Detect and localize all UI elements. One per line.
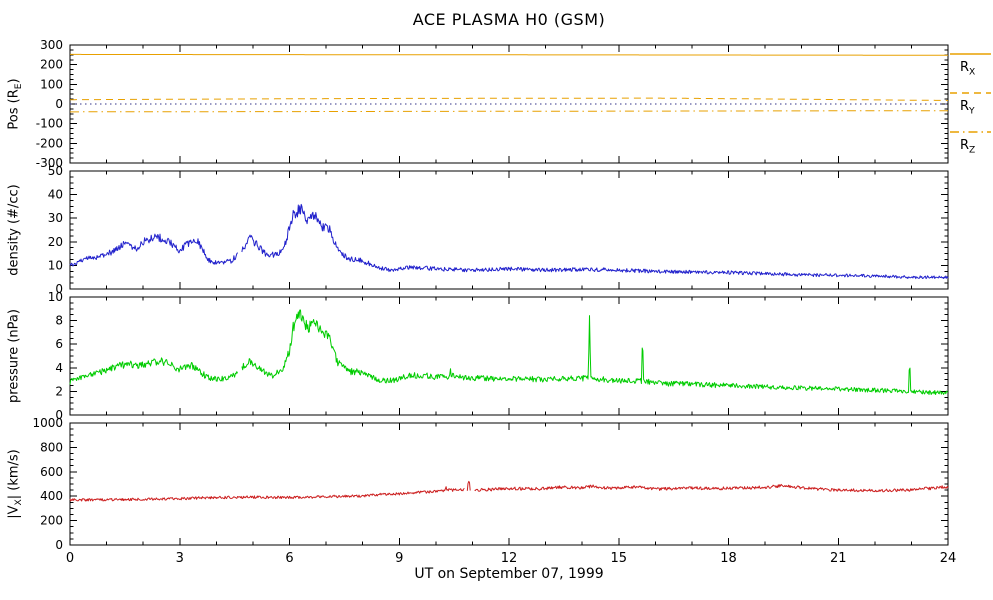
svg-text:0: 0 [55,408,63,422]
series-vx-magnitude [69,486,465,502]
svg-text:0: 0 [55,97,63,111]
label-text: Pos (R [6,89,22,130]
label-subscript: E [14,83,25,90]
rx-line-style-icon [950,53,991,55]
svg-text:100: 100 [40,77,63,91]
svg-text:20: 20 [48,235,63,249]
label-text: |V [6,505,22,519]
svg-text:600: 600 [40,465,63,479]
series-R_Y [70,97,948,101]
legend-label-rx: RX [960,60,993,78]
svg-text:400: 400 [40,489,63,503]
svg-text:30: 30 [48,211,63,225]
svg-text:6: 6 [55,337,63,351]
series-R_Z [70,110,948,113]
label-text: ) [6,78,22,84]
pressure-panel: 0 2 4 6 8 10 [48,290,949,422]
svg-text:18: 18 [720,551,737,566]
svg-text:0: 0 [66,551,74,566]
svg-text:24: 24 [940,551,957,566]
series-flow-pressure [69,357,239,385]
svg-text:800: 800 [40,440,63,454]
svg-text:1000: 1000 [32,416,63,430]
label-text: R [960,99,970,114]
x-axis-label: UT on September 07, 1999 [414,566,604,582]
series-R_X [70,53,948,56]
velocity-panel: 0 200 400 600 800 1000 0 3 6 9 12 15 18 21 24 [32,416,957,566]
legend-entry-rz: RZ [948,127,993,156]
svg-text:0: 0 [55,282,63,296]
velocity-y-axis-label: |VX| (km/s) [6,449,25,519]
svg-text:10: 10 [48,258,63,272]
label-text: R [960,60,970,75]
svg-text:0: 0 [55,538,63,552]
series-proton-density [69,233,239,267]
svg-text:2: 2 [55,384,63,398]
svg-text:-100: -100 [36,117,63,131]
chart-title: ACE PLASMA H0 (GSM) [412,10,606,29]
svg-text:15: 15 [610,551,627,566]
svg-text:50: 50 [48,164,63,178]
series-flow-pressure [241,309,949,395]
label-subscript: X [14,499,25,506]
svg-text:12: 12 [501,551,518,566]
svg-text:8: 8 [55,314,63,328]
svg-text:200: 200 [40,514,63,528]
density-y-axis-label: density (#/cc) [7,184,22,276]
rz-line-style-icon [950,131,991,133]
svg-text:9: 9 [395,551,403,566]
svg-text:200: 200 [40,58,63,72]
svg-text:6: 6 [285,551,293,566]
svg-text:-300: -300 [36,156,63,170]
series-proton-density [241,203,949,280]
label-subscript: Y [969,106,975,117]
svg-text:21: 21 [830,551,847,566]
ry-line-style-icon [950,92,991,94]
label-text: density (#/cc) [6,184,22,276]
svg-text:10: 10 [48,290,63,304]
svg-text:4: 4 [55,361,63,375]
density-panel: 0 10 20 30 40 50 [48,164,949,296]
svg-text:300: 300 [40,38,63,52]
position-panel: -300 -200 -100 0 100 200 300 [36,38,949,170]
svg-text:40: 40 [48,188,63,202]
series-vx-magnitude [466,480,471,491]
pressure-y-axis-label: pressure (nPa) [7,309,22,403]
label-subscript: X [969,67,976,78]
label-subscript: Z [969,145,976,156]
label-text: R [960,138,970,153]
label-text: pressure (nPa) [6,309,22,403]
legend-entry-rx: RX [948,49,993,78]
legend-label-ry: RY [960,99,993,117]
svg-text:-200: -200 [36,136,63,150]
series-vx-magnitude [474,483,949,493]
position-y-axis-label: Pos (RE) [6,78,25,130]
legend-entry-ry: RY [948,88,993,117]
label-text: | (km/s) [6,449,22,500]
legend-label-rz: RZ [960,138,993,156]
svg-text:3: 3 [176,551,184,566]
